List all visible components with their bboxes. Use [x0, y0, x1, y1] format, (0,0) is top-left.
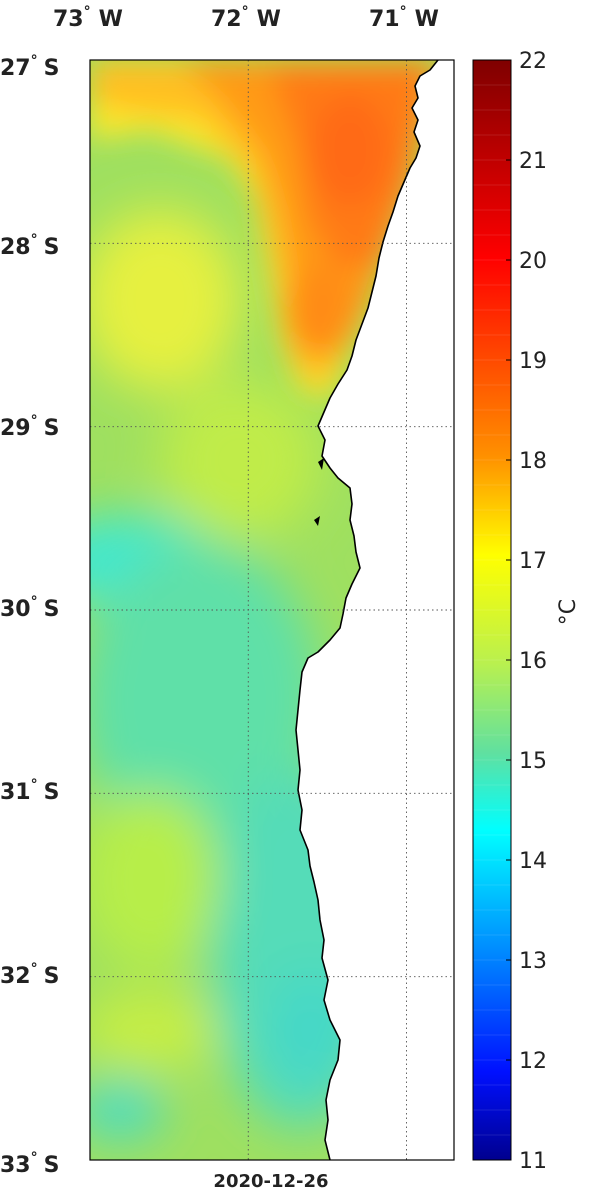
lat-label-31: 31° S	[0, 777, 59, 805]
lat-label-30: 30° S	[0, 594, 59, 622]
colorbar: 22 21 20 19 18 17 16 15 14 13 12 11 °C	[472, 49, 581, 1174]
lon-label-72: 72° W	[211, 4, 281, 32]
longitude-labels: 73° W 72° W 71° W	[53, 4, 439, 32]
colorbar-gradient	[473, 60, 511, 1160]
lon-label-73: 73° W	[53, 4, 123, 32]
colorbar-unit-label: °C	[556, 599, 581, 625]
lat-label-28: 28° S	[0, 232, 59, 260]
colorbar-tick-label: 19	[519, 349, 547, 374]
colorbar-tick-label: 13	[519, 949, 547, 974]
colorbar-frame	[472, 59, 512, 1161]
colorbar-tick-label: 18	[519, 449, 547, 474]
colorbar-tick-label: 21	[519, 149, 547, 174]
lat-label-27: 27° S	[0, 53, 59, 81]
colorbar-tick-label: 15	[519, 749, 547, 774]
colorbar-tick-label: 12	[519, 1049, 547, 1074]
gridlines	[90, 60, 454, 1160]
map-panel	[89, 59, 455, 1161]
colorbar-tick-label: 20	[519, 249, 547, 274]
date-label: 2020-12-26	[213, 1171, 328, 1188]
coastline	[295, 59, 439, 1161]
colorbar-tick-label: 14	[519, 849, 547, 874]
colorbar-bands	[473, 59, 511, 1161]
map-frame	[89, 59, 455, 1161]
lat-label-33: 33° S	[0, 1150, 59, 1178]
lat-label-32: 32° S	[0, 961, 59, 989]
colorbar-tick-label: 16	[519, 649, 547, 674]
colorbar-tick-label: 17	[519, 549, 547, 574]
colorbar-tick-label: 11	[519, 1149, 547, 1174]
colorbar-ticks: 22 21 20 19 18 17 16 15 14 13 12 11	[506, 49, 547, 1174]
colorbar-tick-label: 22	[519, 49, 547, 74]
latitude-labels: 27° S 28° S 29° S 30° S 31° S 32° S 33° S	[0, 53, 59, 1178]
lon-label-71: 71° W	[369, 4, 439, 32]
lat-label-29: 29° S	[0, 413, 59, 441]
